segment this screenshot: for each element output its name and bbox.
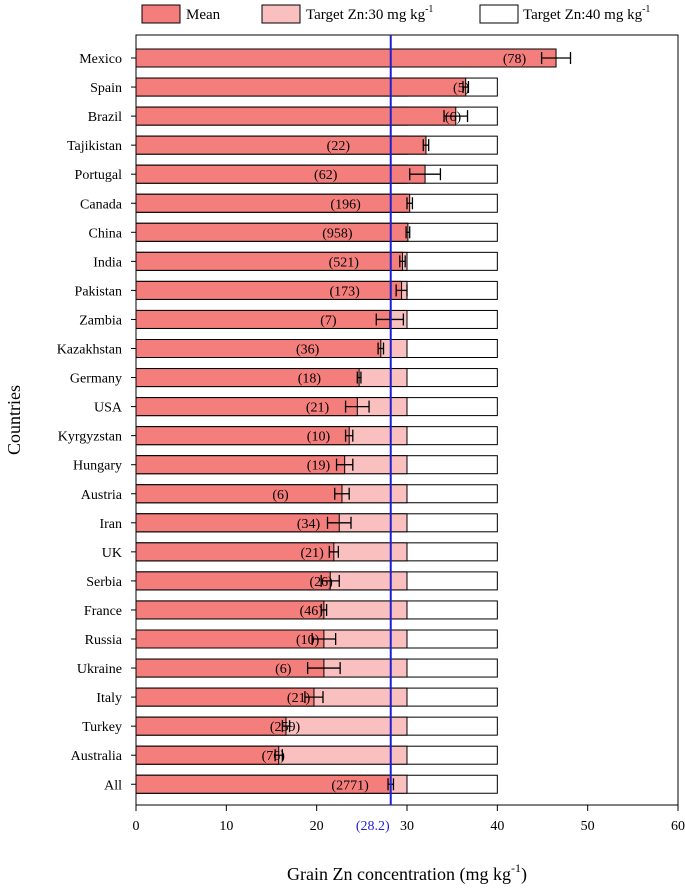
- mean-bar-spain: [135, 77, 467, 97]
- mean-bar-portugal: [135, 164, 426, 184]
- x-tick-label-0: 0: [133, 819, 140, 834]
- count-label-uk: (21): [300, 546, 324, 561]
- category-label-india: India: [93, 255, 123, 270]
- category-label-hungary: Hungary: [73, 459, 122, 474]
- count-label-france: (46): [300, 604, 324, 619]
- x-tick-label-10: 10: [219, 819, 233, 834]
- reference-line-label: (28.2): [356, 819, 390, 834]
- mean-bar-serbia: [135, 571, 331, 591]
- category-label-china: China: [89, 226, 123, 241]
- category-label-zambia: Zambia: [79, 313, 123, 328]
- category-label-serbia: Serbia: [86, 575, 123, 590]
- category-label-portugal: Portugal: [75, 168, 123, 183]
- legend-swatch-target40: [479, 4, 519, 24]
- count-label-germany: (18): [298, 372, 322, 387]
- legend-label-target40: Target Zn:40 mg kg-1: [523, 4, 650, 23]
- count-label-australia: (76): [262, 749, 286, 764]
- category-label-kazakhstan: Kazakhstan: [57, 343, 122, 358]
- mean-bar-canada: [135, 193, 411, 213]
- category-label-mexico: Mexico: [79, 52, 122, 67]
- x-tick-label-50: 50: [581, 819, 595, 834]
- legend-label-mean: Mean: [186, 7, 221, 23]
- mean-bar-zambia: [135, 309, 391, 329]
- category-label-france: France: [84, 604, 122, 619]
- count-label-usa: (21): [306, 401, 330, 416]
- x-tick-label-60: 60: [671, 819, 685, 834]
- count-label-china: (958): [322, 226, 353, 241]
- count-label-russia: (10): [296, 633, 320, 648]
- category-label-iran: Iran: [99, 517, 122, 532]
- legend-swatch-mean: [141, 4, 181, 24]
- category-label-all: All: [104, 778, 122, 793]
- category-label-italy: Italy: [96, 691, 122, 706]
- count-label-mexico: (78): [503, 52, 527, 67]
- count-label-iran: (34): [297, 517, 321, 532]
- mean-bar-kazakhstan: [135, 339, 382, 358]
- mean-bar-india: [135, 251, 403, 271]
- legend-swatch-target30: [261, 4, 301, 24]
- count-label-austria: (6): [272, 488, 289, 503]
- category-label-spain: Spain: [90, 81, 122, 96]
- category-label-turkey: Turkey: [82, 720, 122, 735]
- category-label-brazil: Brazil: [88, 110, 122, 125]
- mean-bar-pakistan: [135, 280, 403, 300]
- x-axis-title: Grain Zn concentration (mg kg-1): [287, 861, 527, 885]
- count-label-zambia: (7): [320, 313, 337, 328]
- y-axis-title: Countries: [4, 385, 24, 455]
- mean-bar-china: [135, 222, 409, 242]
- category-labels: Mexico Spain Brazil Tajikistan Portugal Canad…: [57, 52, 136, 793]
- mean-bar-brazil: [135, 106, 457, 126]
- category-label-kyrgyzstan: Kyrgyzstan: [58, 430, 122, 445]
- category-label-germany: Germany: [70, 372, 122, 387]
- category-label-ukraine: Ukraine: [77, 662, 122, 677]
- mean-bar-germany: [135, 368, 360, 388]
- mean-bar-ukraine: [135, 658, 325, 678]
- mean-bar-tajikistan: [135, 135, 427, 155]
- x-tick-label-30: 30: [400, 819, 414, 834]
- count-label-portugal: (62): [314, 168, 338, 183]
- count-label-canada: (196): [330, 197, 361, 212]
- category-label-canada: Canada: [80, 197, 123, 212]
- category-label-uk: UK: [102, 546, 122, 561]
- mean-bar-mexico: [135, 48, 557, 68]
- legend-label-target30: Target Zn:30 mg kg-1: [306, 4, 433, 23]
- count-label-turkey: (259): [270, 720, 301, 735]
- category-label-austria: Austria: [81, 488, 123, 503]
- count-label-spain: (5): [453, 81, 470, 96]
- x-tick-label-40: 40: [490, 819, 504, 834]
- count-label-italy: (21): [287, 691, 311, 706]
- mean-bar-france: [135, 600, 325, 620]
- category-label-pakistan: Pakistan: [75, 284, 122, 299]
- mean-bar-turkey: [135, 716, 287, 736]
- count-label-tajikistan: (22): [327, 139, 351, 154]
- count-label-india: (521): [329, 255, 360, 270]
- count-label-pakistan: (173): [330, 284, 361, 299]
- count-label-serbia: (26): [310, 575, 334, 590]
- count-label-kyrgyzstan: (10): [307, 430, 331, 445]
- bars-layer: (78) (5) (6) (22) (62) (196) (958) (521) (173) (7…: [135, 48, 572, 794]
- count-label-kazakhstan: (36): [296, 343, 320, 358]
- count-label-hungary: (19): [307, 459, 331, 474]
- mean-bar-austria: [135, 484, 343, 504]
- category-label-australia: Australia: [71, 749, 123, 764]
- category-label-tajikistan: Tajikistan: [67, 139, 122, 154]
- count-label-all: (2771): [331, 778, 369, 793]
- x-tick-label-20: 20: [310, 819, 324, 834]
- count-label-ukraine: (6): [275, 662, 292, 677]
- count-label-brazil: (6): [445, 110, 462, 125]
- x-axis: 0 10 20 30 40 50 60 (28.2): [133, 35, 685, 834]
- mean-bar-australia: [135, 745, 280, 765]
- legend: Mean Target Zn:30 mg kg-1 Target Zn:40 m…: [141, 4, 650, 24]
- category-label-russia: Russia: [85, 633, 123, 648]
- category-label-usa: USA: [94, 401, 123, 416]
